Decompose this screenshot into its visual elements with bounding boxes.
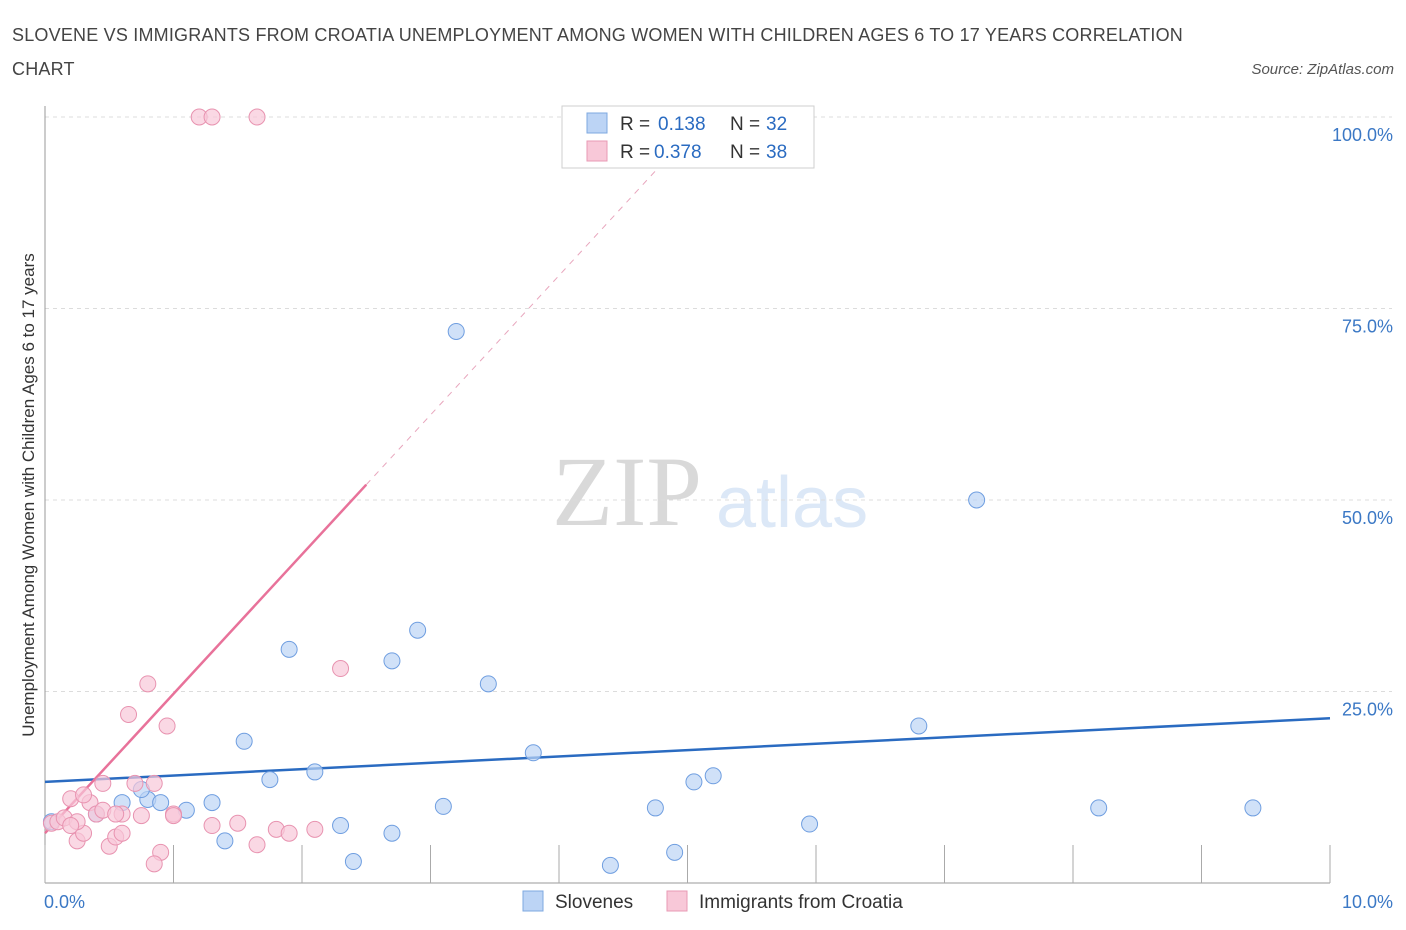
chart-source: Source: ZipAtlas.com [1251, 61, 1394, 78]
chart-title: SLOVENE VS IMMIGRANTS FROM CROATIA UNEMP… [12, 25, 1183, 79]
x-tick-label-min: 0.0% [44, 892, 85, 912]
point-slovenes [968, 491, 986, 509]
point-slovenes [306, 763, 324, 781]
point-slovenes [479, 675, 497, 693]
point-croatia [248, 836, 266, 854]
legend-n-label-1: N = [730, 114, 760, 135]
point-slovenes [666, 843, 684, 861]
point-slovenes [409, 621, 427, 639]
point-croatia [139, 675, 157, 693]
point-croatia [203, 108, 221, 126]
point-slovenes [383, 824, 401, 842]
legend-r-label-2: R = [620, 142, 650, 163]
point-slovenes [685, 773, 703, 791]
point-croatia [145, 855, 163, 873]
y-tick-label: 25.0% [1342, 700, 1393, 720]
data-points [42, 108, 1262, 874]
point-slovenes [332, 817, 350, 835]
point-slovenes [280, 640, 298, 658]
legend-swatch-croatia [586, 140, 608, 162]
point-croatia [229, 814, 247, 832]
legend-n-label-2: N = [730, 142, 760, 163]
grid [45, 116, 1392, 692]
point-slovenes [203, 794, 221, 812]
point-slovenes [344, 853, 362, 871]
point-slovenes [1090, 799, 1108, 817]
point-croatia [120, 705, 138, 723]
y-tick-label: 100.0% [1332, 125, 1393, 145]
point-slovenes [801, 815, 819, 833]
point-slovenes [704, 767, 722, 785]
y-tick-labels: 25.0% 50.0% 75.0% 100.0% [1332, 125, 1393, 720]
point-croatia [132, 807, 150, 825]
legend-r-value-1: 0.138 [658, 114, 706, 135]
y-tick-label: 50.0% [1342, 508, 1393, 528]
point-slovenes [216, 832, 234, 850]
point-slovenes [434, 797, 452, 815]
bottom-legend-swatch-croatia [666, 890, 688, 912]
legend-swatch-slovenes [586, 112, 608, 134]
point-croatia [158, 717, 176, 735]
point-croatia [248, 108, 266, 126]
legend-r-value-2: 0.378 [654, 142, 702, 163]
point-slovenes [1244, 799, 1262, 817]
watermark-atlas: atlas [716, 463, 868, 543]
legend-n-value-2: 38 [766, 142, 787, 163]
point-slovenes [383, 652, 401, 670]
point-croatia [145, 774, 163, 792]
series-legend: Slovenes Immigrants from Croatia [522, 890, 903, 913]
point-croatia [126, 774, 144, 792]
point-croatia [107, 805, 125, 823]
point-croatia [62, 817, 80, 835]
legend-r-label-1: R = [620, 114, 650, 135]
y-axis-title: Unemployment Among Women with Children A… [19, 253, 38, 737]
trendline-croatia [44, 483, 368, 835]
legend-n-value-1: 32 [766, 114, 787, 135]
correlation-legend: R = 0.138 N = 32 R = 0.378 N = 38 [561, 105, 815, 169]
x-tick-label-max: 10.0% [1342, 892, 1393, 912]
point-slovenes [152, 794, 170, 812]
x-tick-marks [44, 845, 1331, 883]
point-slovenes [261, 771, 279, 789]
point-slovenes [910, 717, 928, 735]
point-croatia [332, 660, 350, 678]
y-tick-label: 75.0% [1342, 317, 1393, 337]
point-slovenes [601, 856, 619, 874]
point-croatia [280, 824, 298, 842]
point-croatia [75, 786, 93, 804]
point-slovenes [646, 799, 664, 817]
point-croatia [113, 824, 131, 842]
bottom-legend-label-croatia: Immigrants from Croatia [699, 892, 903, 913]
watermark-zip: ZIP [552, 436, 702, 547]
bottom-legend-label-slovenes: Slovenes [555, 892, 633, 913]
bottom-legend-swatch-slovenes [522, 890, 544, 912]
point-slovenes [235, 732, 253, 750]
trendlines [44, 135, 1331, 835]
trendline-croatia-extrapolated [365, 135, 688, 486]
point-croatia [306, 820, 324, 838]
point-croatia [165, 807, 182, 825]
point-slovenes [447, 322, 465, 340]
point-slovenes [524, 744, 542, 762]
trendline-slovenes [44, 717, 1331, 784]
point-croatia [94, 774, 112, 792]
point-croatia [203, 817, 221, 835]
